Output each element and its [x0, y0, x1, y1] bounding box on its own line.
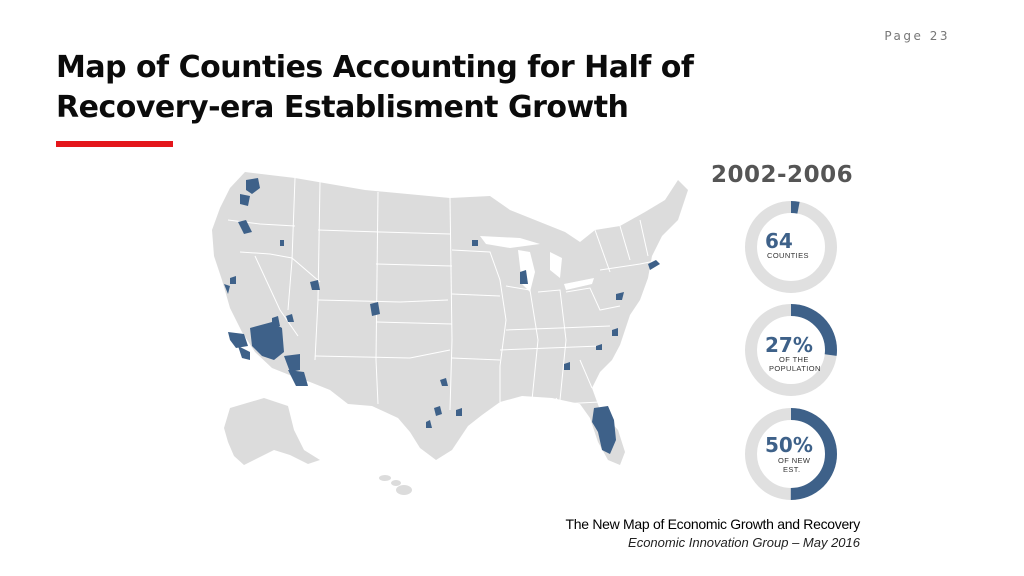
- state-border-line: [287, 177, 296, 311]
- lake-huron: [550, 252, 562, 278]
- county-highlight: [284, 354, 300, 372]
- county-highlight: [280, 240, 284, 246]
- county-highlight: [648, 260, 660, 270]
- state-border-line: [375, 263, 453, 267]
- title-line-1: Map of Counties Accounting for Half of: [56, 50, 694, 85]
- state-border-line: [565, 287, 621, 311]
- county-highlight: [250, 322, 284, 360]
- state-border-line: [639, 219, 649, 257]
- county-highlight: [238, 346, 250, 360]
- state-border-line: [375, 191, 379, 405]
- county-highlight: [228, 332, 248, 348]
- establishments-donut-ring: [745, 408, 837, 500]
- county-highlight: [472, 240, 478, 246]
- map-base-land: [212, 172, 688, 495]
- hawaii-island-1: [379, 475, 391, 481]
- hawaii-island-2: [391, 480, 401, 486]
- state-border-line: [451, 357, 501, 361]
- state-border-line: [619, 225, 631, 261]
- county-highlight: [288, 370, 308, 386]
- county-highlight: [596, 344, 602, 350]
- state-border-line: [555, 397, 601, 405]
- state-borders: [227, 177, 661, 411]
- county-highlight: [564, 362, 570, 370]
- page-title: Map of Counties Accounting for Half of R…: [56, 48, 816, 128]
- population-donut-ring: [745, 304, 837, 396]
- county-highlight: [310, 280, 320, 290]
- state-border-line: [317, 229, 451, 235]
- population-label-line-1: OF THE: [779, 355, 809, 364]
- state-border-line: [254, 255, 299, 337]
- county-highlight: [440, 378, 448, 386]
- title-accent-bar: [56, 141, 173, 147]
- county-highlight: [426, 420, 432, 428]
- state-border-line: [594, 229, 611, 273]
- county-highlight: [230, 276, 236, 284]
- county-highlight: [286, 314, 294, 322]
- counties-value: 64: [765, 229, 793, 253]
- establishments-value: 50%: [765, 433, 813, 457]
- state-border-line: [451, 293, 501, 297]
- establishments-label-line-2: EST.: [783, 465, 801, 474]
- donut-fill-arc: [745, 408, 837, 500]
- state-border-line: [505, 285, 539, 401]
- county-highlight: [272, 316, 280, 326]
- population-donut: 27% OF THE POPULATION: [745, 304, 837, 396]
- source-citation: The New Map of Economic Growth and Recov…: [565, 516, 861, 550]
- county-highlight: [224, 284, 230, 294]
- county-highlight: [456, 408, 462, 416]
- period-label: 2002-2006: [711, 162, 854, 188]
- county-highlight: [616, 292, 624, 300]
- establishments-donut: 50% OF NEW EST.: [745, 408, 837, 500]
- population-value: 27%: [765, 333, 813, 357]
- lake-superior: [480, 236, 540, 248]
- hawaii-island-3: [396, 485, 412, 495]
- alaska-shape: [224, 398, 320, 465]
- state-border-line: [451, 249, 507, 402]
- county-highlight: [246, 178, 260, 194]
- title-line-2: Recovery-era Establisment Growth: [56, 90, 629, 125]
- county-highlight: [240, 194, 250, 206]
- state-border-line: [239, 251, 321, 283]
- state-border-line: [499, 345, 601, 351]
- state-border-line: [537, 289, 567, 401]
- source-credit: Economic Innovation Group – May 2016: [628, 535, 860, 550]
- county-highlight: [592, 406, 616, 454]
- source-title: The New Map of Economic Growth and Recov…: [565, 516, 861, 532]
- population-label-line-2: POPULATION: [769, 364, 821, 373]
- state-border-line: [227, 219, 296, 227]
- donut-fill-arc: [745, 201, 837, 293]
- county-highlight: [612, 328, 618, 336]
- county-highlight: [370, 302, 380, 316]
- counties-donut-ring: [745, 201, 837, 293]
- us-county-map: [200, 160, 700, 510]
- state-border-line: [375, 321, 453, 325]
- state-border-line: [314, 349, 451, 359]
- contiguous-us-shape: [212, 172, 688, 465]
- page-number: Page 23: [884, 29, 950, 43]
- state-border-line: [579, 359, 593, 389]
- counties-donut: 64 COUNTIES: [745, 201, 837, 293]
- state-border-line: [317, 299, 449, 303]
- lake-erie: [564, 278, 594, 290]
- counties-label: COUNTIES: [767, 251, 809, 260]
- establishments-label-line-1: OF NEW: [778, 456, 811, 465]
- county-highlight: [520, 270, 528, 284]
- donut-fill-arc: [745, 304, 837, 396]
- highlighted-counties: [224, 178, 660, 454]
- state-border-line: [505, 325, 611, 331]
- county-highlight: [238, 220, 252, 234]
- state-border-line: [449, 197, 453, 411]
- county-highlight: [434, 406, 442, 416]
